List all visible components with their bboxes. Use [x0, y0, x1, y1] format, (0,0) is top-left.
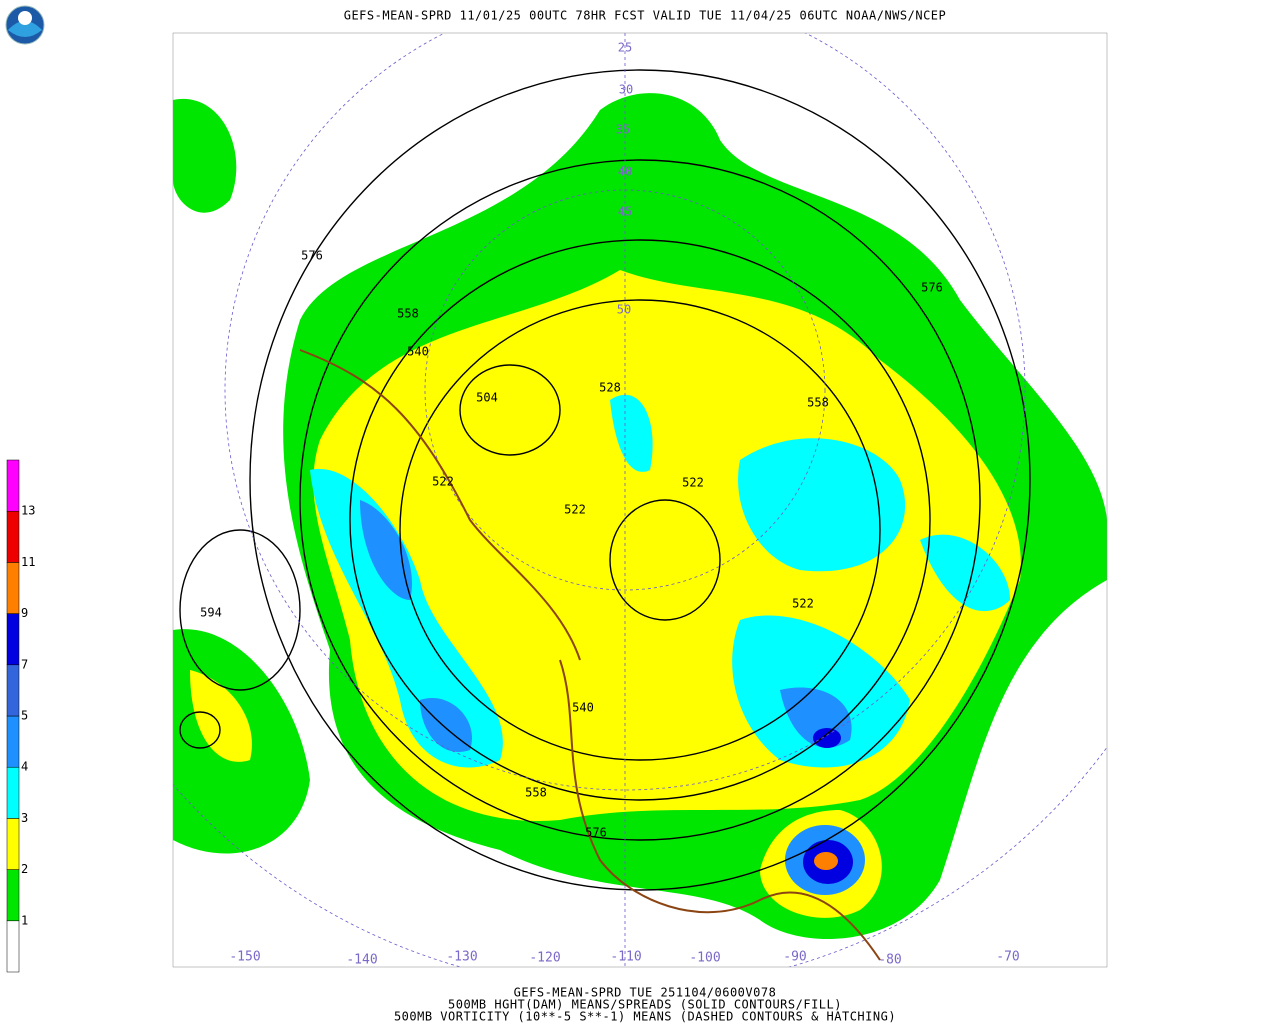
- map-frame: [172, 32, 1108, 968]
- longitude-label: -150: [229, 950, 260, 965]
- noaa-logo: [5, 5, 45, 45]
- latitude-circle: [224, 33, 1026, 791]
- longitude-label: -90: [783, 950, 806, 965]
- contour: [179, 529, 301, 691]
- spread-darkblue: [813, 728, 841, 748]
- longitude-label: -80: [878, 953, 901, 968]
- latitude-label: 50: [617, 303, 631, 317]
- spread-blue: [360, 500, 412, 600]
- footer-line: GEFS-MEAN-SPRD TUE 251104/0600V078: [514, 986, 777, 1000]
- contour-label: 522: [564, 503, 586, 517]
- graticule: [173, 33, 1107, 967]
- latitude-label: 45: [618, 205, 632, 219]
- contour: [609, 499, 721, 621]
- colorbar-label: 4: [21, 760, 28, 774]
- footer-line: 500MB HGHT(DAM) MEANS/SPREADS (SOLID CON…: [448, 998, 842, 1012]
- contour-label: 576: [921, 281, 943, 295]
- contour-label: 522: [432, 475, 454, 489]
- coastline: [299, 349, 581, 661]
- colorbar-segment: [6, 459, 20, 512]
- colorbar-segment: [6, 562, 20, 614]
- contour-label: 540: [407, 345, 429, 359]
- contour-label: 528: [599, 381, 621, 395]
- logo-bird: [18, 11, 32, 25]
- latitude-label: 35: [616, 123, 630, 137]
- colorbar-segment: [6, 818, 20, 870]
- contour: [249, 69, 1031, 891]
- contour-label: 594: [200, 606, 222, 620]
- colorbar-label: 7: [21, 657, 28, 671]
- footer-line: 500MB VORTICITY (10**-5 S**-1) MEANS (DA…: [394, 1010, 896, 1024]
- contour: [349, 239, 931, 801]
- spread-cyan: [610, 394, 653, 472]
- contour: [459, 364, 561, 456]
- contour-label: 504: [476, 391, 498, 405]
- latitude-label: 40: [618, 165, 632, 179]
- spread-orange: [814, 852, 838, 870]
- spread-green: [173, 98, 237, 213]
- spread-cyan: [920, 534, 1010, 612]
- colorbar: 1 2 3 4 5 7 9 11 13: [6, 459, 35, 973]
- latitude-label: 30: [619, 83, 633, 97]
- longitude-label: -130: [446, 950, 477, 965]
- contour-label: 576: [301, 249, 323, 263]
- colorbar-segment: [6, 664, 20, 717]
- contour-label: 558: [525, 786, 547, 800]
- contour-label: 558: [807, 396, 829, 410]
- spread-cyan: [310, 468, 503, 768]
- colorbar-label: 1: [21, 913, 28, 927]
- contour: [399, 299, 881, 761]
- colorbar-segment: [6, 869, 20, 922]
- contour-label: 558: [397, 307, 419, 321]
- contour-label: 522: [682, 476, 704, 490]
- latitude-label: 25: [618, 41, 632, 55]
- colorbar-label: 11: [21, 555, 35, 569]
- colorbar-label: 3: [21, 811, 28, 825]
- colorbar-segment: [6, 510, 20, 563]
- contour-label: 522: [792, 597, 814, 611]
- colorbar-label: 2: [21, 862, 28, 876]
- map-area: [173, 33, 1107, 967]
- colorbar-segment: [6, 715, 20, 768]
- colorbar-segment: [6, 766, 20, 819]
- contour: [179, 711, 221, 749]
- longitude-label: -70: [996, 950, 1019, 965]
- contour-label: 576: [585, 826, 607, 840]
- colorbar-segment: [6, 920, 20, 973]
- logo-wave: [8, 21, 42, 37]
- longitude-label: -120: [529, 951, 560, 966]
- height-contours: [179, 69, 1031, 891]
- map-labels: 576 558 540 504 528 522 522 522 558 576 594 540 558 5…: [200, 41, 1020, 968]
- map-title: GEFS-MEAN-SPRD 11/01/25 00UTC 78HR FCST …: [344, 9, 947, 23]
- colorbar-segment: [6, 613, 20, 666]
- spread-yellow: [190, 670, 252, 762]
- spread-cyan: [738, 438, 906, 572]
- contour: [299, 159, 981, 841]
- contour-label: 540: [572, 701, 594, 715]
- colorbar-label: 13: [21, 504, 35, 518]
- longitude-label: -100: [689, 951, 720, 966]
- colorbar-label: 5: [21, 709, 28, 723]
- longitude-label: -110: [610, 950, 641, 965]
- coastline: [559, 659, 881, 961]
- longitude-label: -140: [346, 953, 377, 968]
- colorbar-label: 9: [21, 606, 28, 620]
